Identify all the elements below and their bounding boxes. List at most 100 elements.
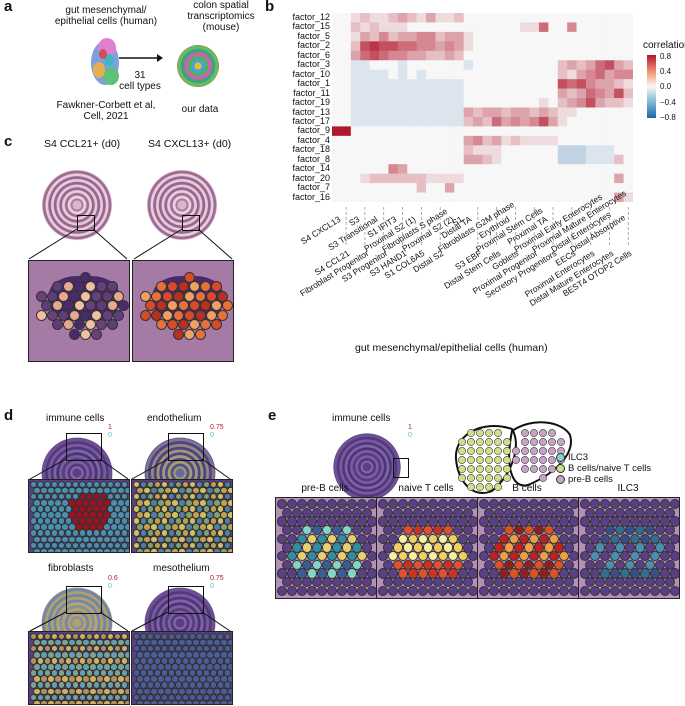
heatmap-cell — [529, 13, 540, 23]
cell-spot — [503, 447, 511, 455]
heatmap-cell — [397, 173, 408, 184]
heatmap-cell — [388, 135, 399, 146]
spot — [518, 498, 530, 510]
spot — [659, 498, 671, 510]
heatmap-cell — [332, 173, 342, 184]
heatmap-cell — [426, 13, 436, 23]
spot — [604, 524, 616, 536]
spot — [457, 585, 469, 597]
heatmap-cell — [341, 79, 352, 89]
heatmap-cell — [388, 79, 399, 89]
heatmap-cell — [604, 154, 615, 165]
heatmap-cell — [548, 88, 559, 99]
heatmap-cell — [426, 41, 436, 52]
spot — [156, 300, 167, 312]
heatmap-cell — [407, 31, 417, 42]
heatmap-cell — [388, 173, 399, 184]
spot — [276, 551, 288, 562]
heatmap-cell — [332, 116, 342, 127]
heatmap-cell — [623, 173, 633, 184]
heatmap-cell — [557, 145, 568, 156]
spot — [568, 533, 578, 544]
tile-title-4: ILC3 — [617, 483, 639, 494]
heatmap-cell — [360, 135, 370, 146]
heatmap-cell — [614, 69, 624, 80]
heatmap-cell — [332, 69, 342, 80]
legend-entry: ILC3 — [556, 452, 588, 463]
heatmap-cell — [473, 88, 483, 99]
heatmap-cell — [604, 79, 615, 89]
heatmap-cell — [482, 145, 493, 156]
heatmap-cell — [585, 183, 596, 193]
heatmap-row-label: factor_5 — [297, 30, 330, 41]
heatmap-cell — [473, 79, 483, 89]
heatmap-row-label: factor_10 — [292, 68, 330, 79]
cell-outline-diagram — [454, 421, 572, 494]
heatmap-cell — [623, 135, 633, 146]
heatmap-cell — [360, 79, 370, 89]
heatmap-cell — [454, 126, 464, 137]
spot — [568, 498, 578, 510]
heatmap-cell — [548, 22, 559, 33]
spot — [167, 281, 178, 293]
heatmap-cell — [435, 60, 446, 70]
heatmap-cell — [491, 79, 502, 89]
spot — [412, 524, 424, 536]
spot — [467, 498, 477, 510]
heatmap-cell — [595, 50, 606, 61]
colorbar-tick: −0.4 — [660, 98, 676, 107]
spot — [316, 551, 328, 562]
spot — [417, 498, 429, 510]
heatmap-cell — [416, 145, 427, 156]
heatmap-cell — [444, 107, 455, 118]
heatmap-cell — [407, 116, 417, 127]
heatmap-cell — [416, 69, 427, 80]
heatmap-cell — [369, 126, 380, 137]
heatmap-cell — [444, 22, 455, 33]
heatmap-cell — [595, 107, 606, 118]
heatmap-cell — [379, 164, 389, 174]
heatmap-cell — [595, 88, 606, 99]
heatmap-cell — [369, 50, 380, 61]
heatmap-row-label: factor_6 — [297, 49, 330, 60]
heatmap-cell — [520, 107, 530, 118]
cell-spot — [548, 429, 556, 437]
cell-spot — [476, 447, 484, 455]
spot — [382, 577, 394, 588]
heatmap-cell — [501, 31, 512, 42]
panel-label-c: c — [4, 133, 13, 150]
heatmap-cell — [557, 192, 568, 202]
spot — [442, 577, 454, 588]
heatmap-cell — [350, 31, 361, 42]
heatmap-cell — [567, 79, 577, 89]
cell-spot — [494, 483, 502, 491]
spot — [639, 585, 651, 597]
heatmap-cell — [454, 69, 464, 80]
heatmap-row-label: factor_14 — [292, 163, 330, 174]
spot — [407, 585, 419, 597]
heatmap-cell — [379, 98, 389, 108]
panel-d-title-1: immune cells — [46, 413, 105, 424]
heatmap-cell — [463, 60, 474, 70]
heatmap-cell — [435, 135, 446, 146]
heatmap-cell — [538, 22, 549, 33]
heatmap-cell — [501, 50, 512, 61]
heatmap-cell — [379, 79, 389, 89]
heatmap-cell — [595, 41, 606, 52]
heatmap-cell — [623, 126, 633, 137]
spot — [96, 319, 107, 331]
spot — [139, 290, 151, 302]
heatmap-cell — [529, 50, 540, 61]
heatmap-cell — [510, 79, 521, 89]
heatmap-cell — [510, 69, 521, 80]
heatmap-cell — [595, 164, 606, 174]
spot — [503, 577, 515, 588]
heatmap-cell — [388, 164, 399, 174]
heatmap-cell — [491, 116, 502, 127]
heatmap-cell — [510, 98, 521, 108]
spot — [589, 585, 601, 597]
heatmap-cell — [520, 116, 530, 127]
spot — [366, 516, 376, 527]
heatmap-cell — [529, 145, 540, 156]
spot — [296, 551, 308, 562]
